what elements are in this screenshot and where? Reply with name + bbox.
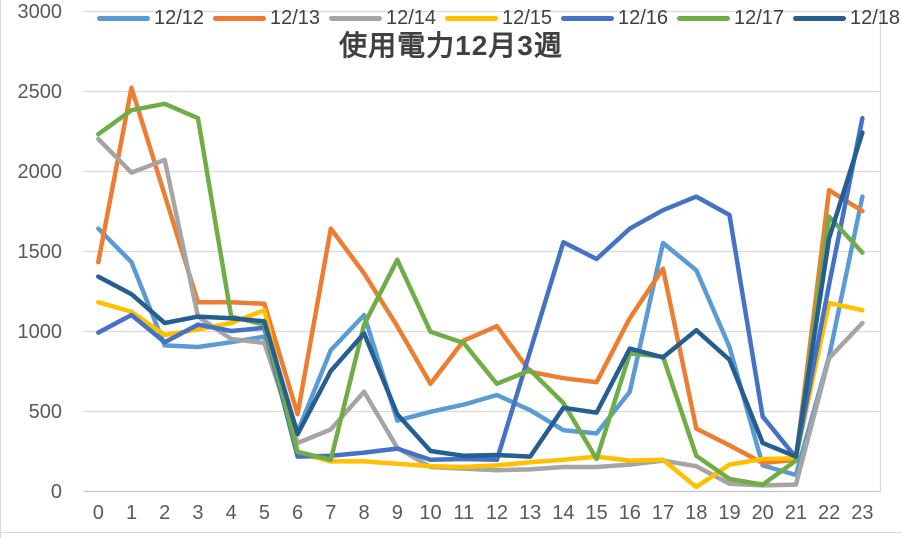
legend-label: 12/18 (850, 6, 901, 29)
legend-marker-icon (329, 15, 382, 21)
y-tick-label: 500 (29, 401, 62, 423)
series-line-12/18[interactable] (96, 130, 865, 459)
chart-title[interactable]: 使用電力12月3週 (339, 30, 563, 61)
x-tick-label: 4 (226, 502, 237, 524)
x-tick-label: 0 (93, 502, 104, 524)
legend-item-12/16[interactable]: 12/16 (561, 7, 677, 30)
legend-marker-icon (213, 15, 266, 21)
x-tick-label: 13 (519, 502, 541, 524)
legend-marker-icon (97, 15, 150, 21)
legend-item-12/15[interactable]: 12/15 (445, 7, 561, 30)
legend-item-12/18[interactable]: 12/18 (793, 7, 902, 30)
x-tick-label: 15 (585, 502, 607, 524)
legend-label: 12/17 (734, 6, 785, 29)
legend-item-12/17[interactable]: 12/17 (677, 7, 793, 30)
x-tick-label: 23 (851, 502, 873, 524)
x-tick-label: 1 (126, 502, 137, 524)
legend-label: 12/16 (618, 6, 669, 29)
legend-label: 12/14 (386, 6, 437, 29)
x-tick-label: 21 (785, 502, 807, 524)
legend-label: 12/15 (502, 6, 553, 29)
x-tick-label: 20 (752, 502, 774, 524)
x-tick-label: 2 (159, 502, 170, 524)
x-tick-label: 19 (718, 502, 740, 524)
x-tick-label: 6 (292, 502, 303, 524)
x-tick-label: 7 (325, 502, 336, 524)
legend-item-12/13[interactable]: 12/13 (213, 7, 329, 30)
legend-item-12/14[interactable]: 12/14 (329, 7, 445, 30)
legend-marker-icon (677, 15, 730, 21)
y-tick-label: 2500 (18, 81, 63, 103)
series-line-12/14[interactable] (96, 136, 865, 488)
x-tick-label: 9 (392, 502, 403, 524)
x-tick-label: 18 (685, 502, 707, 524)
x-tick-label: 3 (192, 502, 203, 524)
x-tick-label: 8 (358, 502, 369, 524)
y-tick-label: 1500 (18, 241, 63, 263)
series-line-12/15[interactable] (96, 299, 865, 490)
x-tick-label: 17 (652, 502, 674, 524)
x-tick-label: 16 (619, 502, 641, 524)
legend-label: 12/13 (270, 6, 321, 29)
legend-marker-icon (793, 15, 846, 21)
legend: 12/12 12/13 12/14 12/15 12/16 12/17 12/18 (97, 7, 902, 30)
series-line-12/17[interactable] (96, 101, 865, 487)
x-tick-label: 14 (552, 502, 574, 524)
series-line-12/16[interactable] (96, 115, 865, 463)
chart-bottom-border (0, 532, 902, 533)
legend-marker-icon (561, 15, 614, 21)
legend-marker-icon (445, 15, 498, 21)
x-tick-label: 22 (818, 502, 840, 524)
series-line-12/12[interactable] (96, 194, 865, 478)
y-tick-label: 3000 (18, 1, 63, 23)
x-tick-label: 12 (486, 502, 508, 524)
series-line-12/13[interactable] (96, 85, 865, 466)
legend-item-12/12[interactable]: 12/12 (97, 7, 213, 30)
y-tick-label: 2000 (18, 161, 63, 183)
x-tick-label: 10 (419, 502, 441, 524)
x-tick-label: 5 (259, 502, 270, 524)
x-tick-label: 11 (453, 502, 474, 524)
y-tick-label: 1000 (18, 321, 63, 343)
y-tick-label: 0 (51, 481, 62, 503)
legend-label: 12/12 (154, 6, 205, 29)
